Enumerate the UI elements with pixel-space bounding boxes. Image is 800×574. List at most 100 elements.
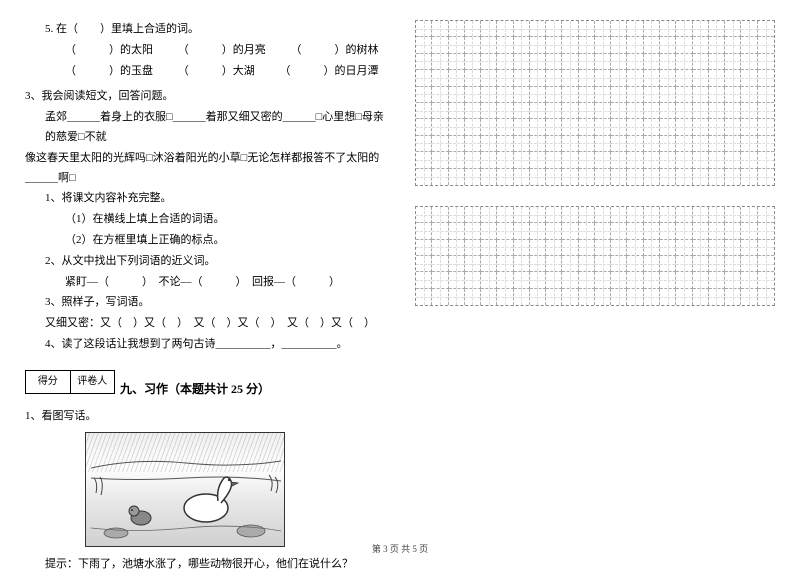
grid-cell[interactable] [481, 87, 497, 103]
grid-cell[interactable] [562, 256, 578, 272]
grid-cell[interactable] [514, 169, 530, 185]
grid-cell[interactable] [741, 103, 757, 119]
grid-cell[interactable] [725, 119, 741, 135]
grid-cell[interactable] [449, 21, 465, 37]
grid-cell[interactable] [709, 207, 725, 223]
grid-cell[interactable] [644, 152, 660, 168]
grid-cell[interactable] [579, 21, 595, 37]
grid-cell[interactable] [449, 136, 465, 152]
grid-cell[interactable] [432, 37, 448, 53]
grid-cell[interactable] [709, 240, 725, 256]
grid-cell[interactable] [497, 119, 513, 135]
grid-cell[interactable] [514, 21, 530, 37]
grid-cell[interactable] [465, 169, 481, 185]
grid-cell[interactable] [562, 289, 578, 305]
grid-cell[interactable] [660, 87, 676, 103]
grid-cell[interactable] [627, 70, 643, 86]
grid-cell[interactable] [709, 169, 725, 185]
grid-cell[interactable] [676, 136, 692, 152]
grid-cell[interactable] [660, 272, 676, 288]
grid-cell[interactable] [546, 21, 562, 37]
grid-cell[interactable] [579, 103, 595, 119]
writing-grid-2[interactable] [415, 206, 775, 306]
grid-cell[interactable] [579, 169, 595, 185]
grid-cell[interactable] [562, 103, 578, 119]
grid-cell[interactable] [595, 87, 611, 103]
grid-cell[interactable] [530, 54, 546, 70]
grid-cell[interactable] [660, 119, 676, 135]
grid-cell[interactable] [416, 240, 432, 256]
grid-cell[interactable] [497, 54, 513, 70]
grid-cell[interactable] [481, 223, 497, 239]
grid-cell[interactable] [627, 223, 643, 239]
grid-cell[interactable] [579, 240, 595, 256]
grid-cell[interactable] [611, 119, 627, 135]
grid-cell[interactable] [465, 136, 481, 152]
grid-cell[interactable] [627, 103, 643, 119]
grid-cell[interactable] [449, 103, 465, 119]
grid-cell[interactable] [660, 207, 676, 223]
grid-cell[interactable] [530, 272, 546, 288]
grid-cell[interactable] [627, 207, 643, 223]
grid-cell[interactable] [530, 119, 546, 135]
grid-cell[interactable] [432, 207, 448, 223]
grid-cell[interactable] [693, 169, 709, 185]
grid-cell[interactable] [465, 152, 481, 168]
grid-cell[interactable] [416, 223, 432, 239]
grid-cell[interactable] [416, 207, 432, 223]
grid-cell[interactable] [644, 136, 660, 152]
grid-cell[interactable] [562, 54, 578, 70]
grid-cell[interactable] [579, 70, 595, 86]
grid-cell[interactable] [546, 169, 562, 185]
grid-cell[interactable] [432, 70, 448, 86]
grid-cell[interactable] [741, 87, 757, 103]
grid-cell[interactable] [530, 37, 546, 53]
sub3a[interactable]: 又细又密：又（ ）又（ ） 又（ ）又（ ） 又（ ）又（ ） [25, 314, 385, 334]
grid-cell[interactable] [758, 152, 774, 168]
grid-cell[interactable] [660, 240, 676, 256]
grid-cell[interactable] [709, 289, 725, 305]
grid-cell[interactable] [595, 207, 611, 223]
grid-cell[interactable] [530, 240, 546, 256]
grid-cell[interactable] [595, 272, 611, 288]
grid-cell[interactable] [416, 289, 432, 305]
grid-cell[interactable] [611, 37, 627, 53]
grid-cell[interactable] [725, 21, 741, 37]
grid-cell[interactable] [514, 119, 530, 135]
grid-cell[interactable] [497, 169, 513, 185]
grid-cell[interactable] [546, 223, 562, 239]
grid-cell[interactable] [481, 240, 497, 256]
grid-cell[interactable] [562, 136, 578, 152]
grid-cell[interactable] [546, 207, 562, 223]
grid-cell[interactable] [562, 169, 578, 185]
grid-cell[interactable] [644, 54, 660, 70]
grid-cell[interactable] [562, 223, 578, 239]
q5-r1c[interactable]: （ ）的树林 [291, 44, 379, 56]
grid-cell[interactable] [709, 70, 725, 86]
grid-cell[interactable] [741, 240, 757, 256]
grid-cell[interactable] [465, 207, 481, 223]
grid-cell[interactable] [416, 136, 432, 152]
grid-cell[interactable] [660, 21, 676, 37]
grid-cell[interactable] [432, 223, 448, 239]
grid-cell[interactable] [416, 37, 432, 53]
grid-cell[interactable] [514, 272, 530, 288]
grid-cell[interactable] [465, 240, 481, 256]
grid-cell[interactable] [514, 70, 530, 86]
grid-cell[interactable] [709, 87, 725, 103]
grid-cell[interactable] [627, 169, 643, 185]
grid-cell[interactable] [432, 119, 448, 135]
grid-cell[interactable] [741, 136, 757, 152]
grid-cell[interactable] [709, 21, 725, 37]
grid-cell[interactable] [416, 256, 432, 272]
grid-cell[interactable] [725, 70, 741, 86]
grid-cell[interactable] [432, 169, 448, 185]
grid-cell[interactable] [449, 37, 465, 53]
grid-cell[interactable] [758, 256, 774, 272]
grid-cell[interactable] [676, 70, 692, 86]
grid-cell[interactable] [449, 169, 465, 185]
grid-cell[interactable] [595, 136, 611, 152]
grid-cell[interactable] [693, 207, 709, 223]
grid-cell[interactable] [676, 169, 692, 185]
grid-cell[interactable] [644, 37, 660, 53]
